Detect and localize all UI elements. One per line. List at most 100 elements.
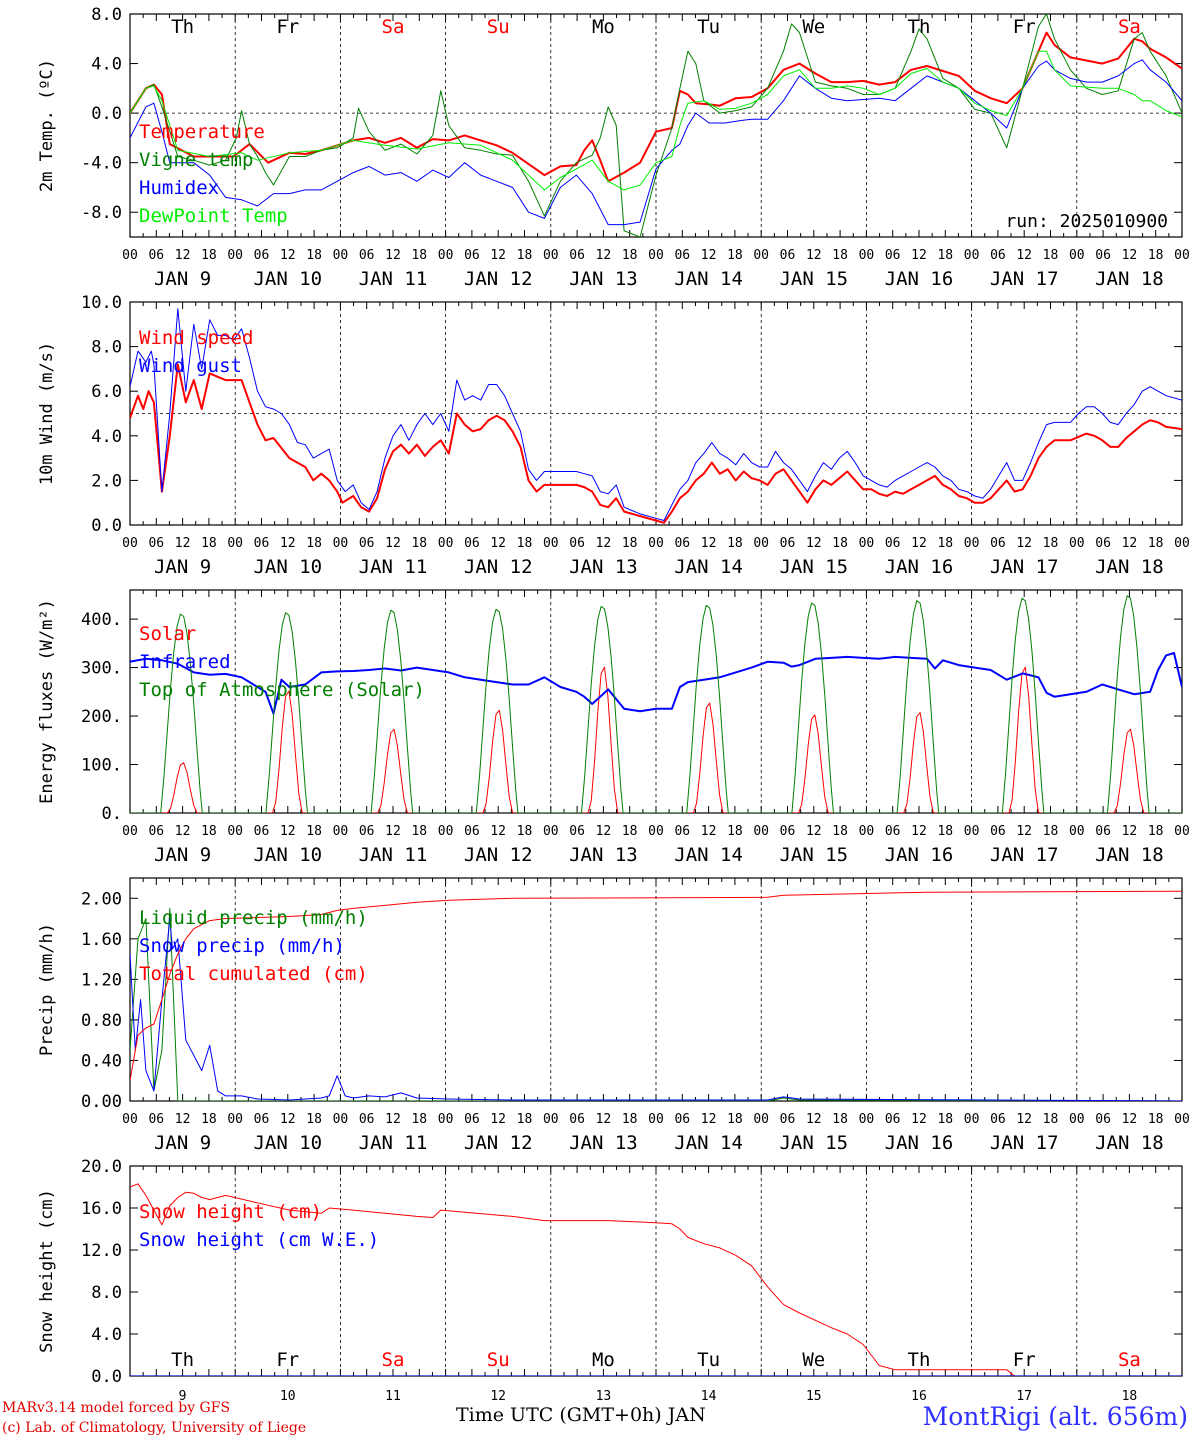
hour-tick-label: 00 [859, 248, 875, 263]
y-tick-label: 400. [81, 610, 122, 630]
hour-tick-label: 18 [1148, 248, 1164, 263]
weekday-label: Tu [697, 1349, 720, 1371]
hour-tick-label: 12 [911, 248, 927, 263]
day-number-label: 15 [806, 1389, 822, 1404]
y-tick-label: 10.0 [81, 293, 122, 313]
panel-2: 10.0 8.0 6.0 4.0 2.0 0.0 10m Wind (m/s) Wind sp… [37, 293, 1190, 578]
date-label: JAN 18 [1095, 844, 1164, 866]
series-group [130, 890, 1182, 1101]
hour-tick-label: 18 [517, 248, 533, 263]
date-label: JAN 12 [464, 556, 533, 578]
hour-tick-label: 00 [648, 248, 664, 263]
weekday-label: Fr [276, 16, 299, 38]
hour-tick-label: 18 [1043, 536, 1059, 551]
y-tick-label: 1.20 [81, 970, 122, 990]
hour-tick-label: 06 [359, 824, 375, 839]
day-number-label: 10 [280, 1389, 296, 1404]
weekday-label: Th [171, 1349, 194, 1371]
day-number-label: 13 [596, 1389, 612, 1404]
hour-tick-label: 18 [306, 536, 322, 551]
hour-tick-label: 06 [885, 248, 901, 263]
hour-tick-label: 18 [201, 248, 217, 263]
date-label: JAN 10 [253, 268, 322, 290]
hour-tick-label: 18 [727, 248, 743, 263]
date-label: JAN 11 [359, 1132, 428, 1154]
hour-tick-label: 12 [1122, 536, 1138, 551]
hour-tick-label: 00 [964, 248, 980, 263]
hour-tick-label: 06 [990, 1112, 1006, 1127]
hour-tick-label: 06 [674, 536, 690, 551]
hour-tick-label: 18 [622, 1112, 638, 1127]
hour-tick-label: 12 [701, 536, 717, 551]
hour-tick-label: 06 [990, 536, 1006, 551]
series-group [130, 14, 1182, 237]
series-line [130, 363, 1182, 524]
hour-tick-label: 00 [122, 248, 138, 263]
hour-tick-label: 12 [175, 536, 191, 551]
hour-tick-label: 00 [859, 1112, 875, 1127]
series-group [130, 595, 1182, 813]
day-number-label: 9 [179, 1389, 187, 1404]
day-number-label: 11 [385, 1389, 401, 1404]
hour-tick-label: 18 [411, 536, 427, 551]
hour-tick-label: 18 [1148, 1112, 1164, 1127]
hour-tick-label: 12 [806, 824, 822, 839]
series-group [130, 308, 1182, 524]
legend-entry: Snow height (cm) [139, 1201, 322, 1223]
hour-tick-label: 12 [701, 248, 717, 263]
hour-tick-label: 12 [596, 248, 612, 263]
hour-tick-label: 00 [753, 536, 769, 551]
date-label: JAN 16 [885, 556, 954, 578]
date-label: JAN 13 [569, 1132, 638, 1154]
hour-tick-label: 18 [1148, 536, 1164, 551]
day-number-label: 12 [490, 1389, 506, 1404]
hour-tick-label: 12 [280, 824, 296, 839]
hour-tick-label: 06 [464, 1112, 480, 1127]
panel-5: 20.0 16.0 12.0 8.0 4.0 0.0 Snow height (cm) Sno… [37, 1157, 1183, 1404]
hour-tick-label: 00 [333, 248, 349, 263]
date-label: JAN 17 [990, 1132, 1059, 1154]
date-label: JAN 9 [154, 844, 211, 866]
legend-entry: Top of Atmosphere (Solar) [139, 679, 425, 701]
hour-tick-label: 00 [964, 1112, 980, 1127]
y-tick-label: 4.0 [91, 427, 122, 447]
legend-entry: Infrared [139, 651, 231, 673]
hour-tick-label: 12 [490, 248, 506, 263]
hour-tick-label: 00 [227, 824, 243, 839]
date-label: JAN 16 [885, 268, 954, 290]
hour-tick-label: 06 [148, 824, 164, 839]
y-axis-label: Energy fluxes (W/m²) [37, 599, 57, 804]
date-label: JAN 11 [359, 844, 428, 866]
date-label: JAN 12 [464, 1132, 533, 1154]
hour-tick-label: 06 [569, 248, 585, 263]
hour-tick-label: 12 [911, 1112, 927, 1127]
hour-tick-label: 00 [333, 824, 349, 839]
hour-tick-label: 00 [859, 536, 875, 551]
hour-tick-label: 00 [648, 1112, 664, 1127]
hour-tick-label: 00 [438, 824, 454, 839]
legend-entry: Wind speed [139, 327, 253, 349]
hour-tick-label: 18 [832, 536, 848, 551]
hour-tick-label: 18 [306, 248, 322, 263]
y-tick-label: 0. [102, 804, 122, 824]
hour-tick-label: 06 [464, 824, 480, 839]
hour-tick-label: 06 [464, 248, 480, 263]
y-axis-label: Snow height (cm) [37, 1189, 57, 1353]
hour-tick-label: 06 [1095, 824, 1111, 839]
y-tick-label: 4.0 [91, 55, 122, 75]
date-label: JAN 10 [253, 556, 322, 578]
hour-tick-label: 00 [1069, 1112, 1085, 1127]
hour-tick-label: 00 [543, 536, 559, 551]
date-label: JAN 11 [359, 556, 428, 578]
date-label: JAN 13 [569, 268, 638, 290]
series-line [130, 1183, 1182, 1376]
hour-tick-label: 12 [1016, 1112, 1032, 1127]
hour-tick-label: 12 [280, 248, 296, 263]
plot-frame [129, 13, 1183, 238]
hour-tick-label: 18 [832, 1112, 848, 1127]
hour-tick-label: 06 [674, 248, 690, 263]
weekday-label: Mo [592, 1349, 615, 1371]
hour-tick-label: 06 [148, 1112, 164, 1127]
weekday-label: Sa [382, 16, 405, 38]
